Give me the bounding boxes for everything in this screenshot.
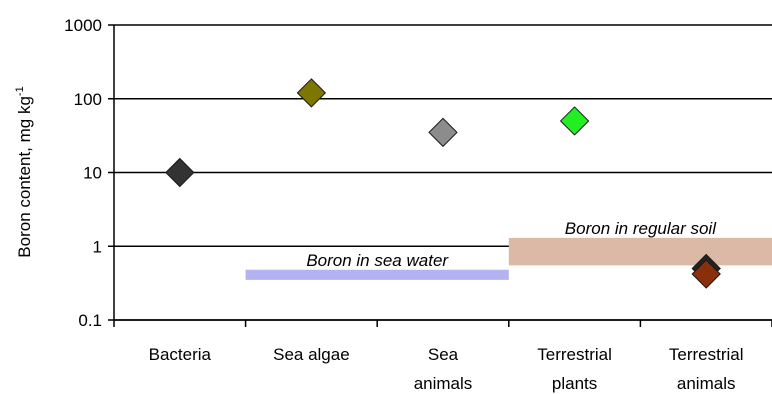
category-label-line: Terrestrial — [537, 345, 612, 364]
category-label-line: Sea — [428, 345, 459, 364]
y-tick-label-0: 1000 — [64, 16, 102, 35]
category-label-2: Sea animals — [414, 345, 473, 393]
data-point-0 — [165, 157, 195, 188]
axes — [108, 24, 772, 327]
category-label-line: Sea algae — [273, 345, 350, 364]
data-point-5 — [691, 259, 721, 289]
data-point-3 — [559, 106, 590, 136]
band-label-0: Boron in sea water — [306, 251, 449, 270]
category-label-line: animals — [414, 374, 473, 393]
category-label-line: Bacteria — [149, 345, 212, 364]
category-label-line: animals — [677, 374, 736, 393]
data-points — [165, 78, 721, 289]
y-tick-label-1: 100 — [74, 90, 102, 109]
data-point-2 — [428, 117, 458, 148]
y-tick-label-2: 10 — [83, 164, 102, 183]
range-bands — [245, 237, 772, 280]
y-axis-title-superscript: -1 — [14, 86, 26, 96]
band-label-1: Boron in regular soil — [565, 219, 717, 238]
category-label-3: Terrestrial plants — [537, 345, 612, 393]
labels: 1000 100 10 1 0.1 Boron in sea water Boron in … — [14, 16, 744, 393]
band-1 — [508, 237, 772, 266]
category-label-line: plants — [552, 374, 597, 393]
band-0 — [245, 269, 509, 280]
y-axis-title-text: Boron content, mg kg — [15, 96, 34, 258]
category-label-4: Terrestrial animals — [669, 345, 744, 393]
data-point-1 — [296, 78, 327, 108]
category-label-line: Terrestrial — [669, 345, 744, 364]
category-label-1: Sea algae — [273, 345, 350, 364]
category-label-0: Bacteria — [149, 345, 212, 364]
y-tick-label-4: 0.1 — [78, 311, 102, 330]
y-tick-label-3: 1 — [93, 237, 102, 256]
y-axis-title: Boron content, mg kg-1 — [14, 86, 34, 257]
